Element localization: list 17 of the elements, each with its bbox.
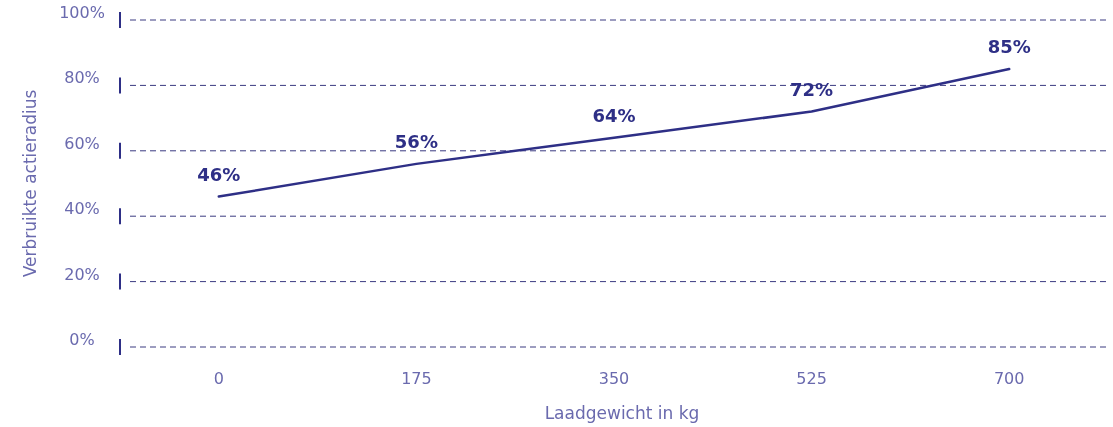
y-tick-label: 20% — [64, 264, 100, 284]
y-tick-label: 100% — [59, 3, 105, 22]
x-tick-label: 350 — [598, 369, 630, 388]
x-tick-label: 700 — [993, 369, 1025, 388]
data-label: 56% — [394, 130, 438, 152]
x-tick-label: 0 — [213, 369, 224, 388]
y-tick-label: 40% — [64, 199, 100, 219]
x-axis-title: Laadgewicht in kg — [544, 403, 700, 423]
data-label: 85% — [987, 36, 1031, 58]
data-label: 46% — [197, 163, 241, 185]
y-tick-label: 0% — [69, 330, 95, 349]
y-tick-label: 60% — [64, 133, 100, 153]
y-tick-label: 80% — [64, 68, 100, 88]
y-axis-title: Verbruikte actieradius — [20, 89, 40, 278]
data-label: 64% — [592, 104, 636, 126]
x-tick-label: 175 — [401, 369, 432, 388]
x-tick-label: 525 — [796, 369, 827, 388]
